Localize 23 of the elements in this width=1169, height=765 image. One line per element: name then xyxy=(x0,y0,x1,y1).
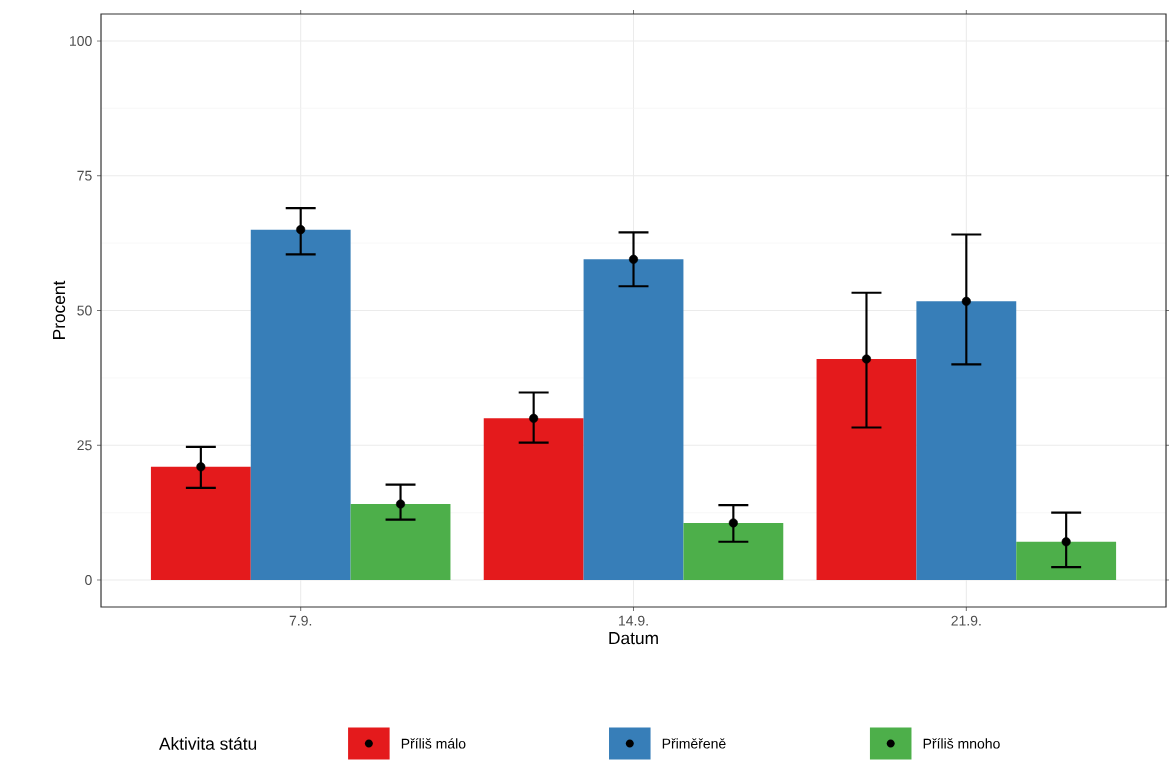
y-tick-label: 0 xyxy=(85,575,92,586)
y-tick-label: 100 xyxy=(70,36,92,46)
bar xyxy=(250,229,351,581)
bar xyxy=(483,418,584,581)
legend-title: Aktivita státu xyxy=(159,736,257,750)
x-tick-label: 21.9. xyxy=(951,615,981,626)
y-tick-label: 50 xyxy=(77,305,92,316)
y-tick-label: 75 xyxy=(77,170,92,181)
legend-label: Příliš málo xyxy=(401,738,466,749)
x-tick-label: 7.9. xyxy=(289,615,312,626)
legend-label: Příliš mnoho xyxy=(923,738,1000,749)
bar xyxy=(150,466,251,581)
y-tick-label: 25 xyxy=(77,440,92,451)
bar xyxy=(583,259,684,581)
bar xyxy=(916,301,1017,581)
bar xyxy=(1016,541,1117,581)
bar xyxy=(350,504,451,581)
legend-label: Přiměřeně xyxy=(662,738,726,749)
bar xyxy=(816,359,917,581)
x-tick-label: 14.9. xyxy=(619,615,648,626)
x-axis-title: Datum xyxy=(609,632,658,645)
y-axis-title: Procent xyxy=(53,280,66,339)
bar xyxy=(683,522,784,581)
